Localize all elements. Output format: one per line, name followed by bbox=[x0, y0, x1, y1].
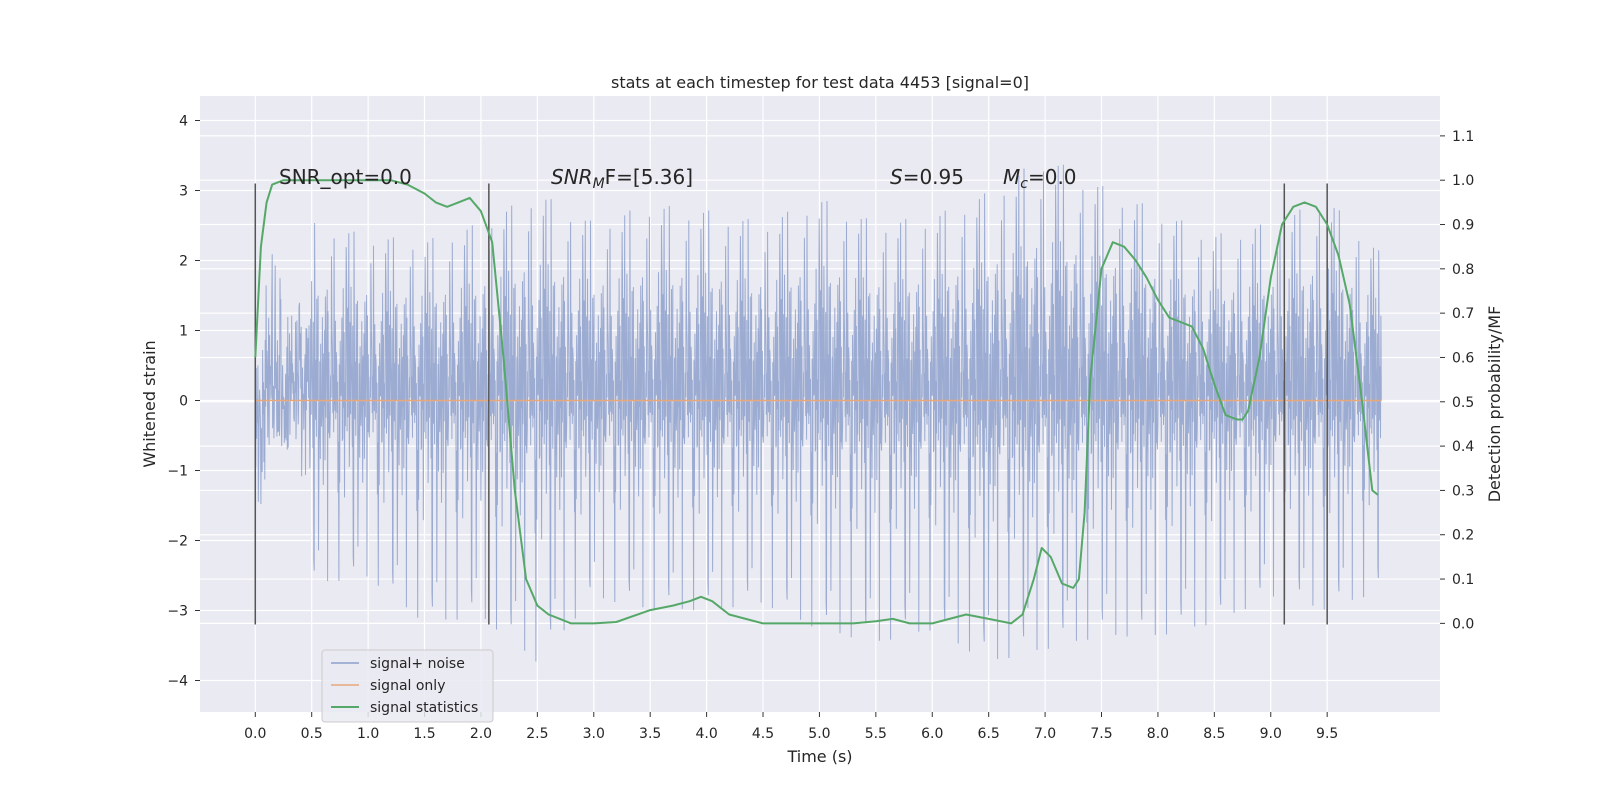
legend-label-signal-only: signal only bbox=[370, 678, 445, 694]
right-y-tick-label: 1.0 bbox=[1452, 173, 1474, 189]
right-y-tick-label: 0.9 bbox=[1452, 218, 1474, 234]
x-tick-label: 5.5 bbox=[865, 726, 887, 742]
right-y-tick-label: 0.8 bbox=[1452, 262, 1474, 278]
x-tick-label: 9.0 bbox=[1260, 726, 1282, 742]
right-y-tick-label: 0.0 bbox=[1452, 616, 1474, 632]
x-tick-label: 5.0 bbox=[808, 726, 830, 742]
legend: signal+ noise signal only signal statist… bbox=[321, 649, 494, 723]
y-tick-label: −3 bbox=[167, 604, 188, 620]
x-tick-label: 9.5 bbox=[1316, 726, 1338, 742]
y-tick-label: 3 bbox=[179, 184, 188, 200]
x-axis-label: Time (s) bbox=[786, 747, 852, 766]
x-tick-label: 1.0 bbox=[357, 726, 379, 742]
x-axis-ticks: 0.0 0.5 1.0 1.5 2.0 2.5 3.0 3.5 4.0 4.5 5.0 5.5 6.0 6… bbox=[244, 712, 1338, 742]
right-y-tick-label: 0.5 bbox=[1452, 395, 1474, 411]
x-tick-label: 2.0 bbox=[470, 726, 492, 742]
y-axis-ticks: 4 3 2 1 0 −1 −2 −3 −4 bbox=[167, 114, 200, 690]
mc-annotation: Mc=0.0 bbox=[1003, 165, 1077, 192]
right-y-tick-label: 0.1 bbox=[1452, 572, 1474, 588]
y-tick-label: 2 bbox=[179, 254, 188, 270]
chart-title: stats at each timestep for test data 445… bbox=[611, 73, 1029, 92]
vertical-markers bbox=[254, 183, 1328, 625]
right-y-axis-label: Detection probability/MF bbox=[1485, 306, 1504, 503]
s-annotation: S=0.95 bbox=[890, 165, 964, 189]
y-tick-label: −1 bbox=[167, 464, 188, 480]
y-tick-label: −2 bbox=[167, 534, 188, 550]
x-tick-label: 0.5 bbox=[301, 726, 323, 742]
signal-statistics-line bbox=[254, 179, 1379, 625]
right-y-tick-label: 0.4 bbox=[1452, 439, 1474, 455]
legend-box bbox=[321, 649, 494, 723]
x-tick-label: 6.0 bbox=[921, 726, 943, 742]
x-tick-label: 8.5 bbox=[1203, 726, 1225, 742]
x-tick-label: 4.0 bbox=[695, 726, 717, 742]
x-tick-label: 7.5 bbox=[1090, 726, 1112, 742]
signal-statistics-series bbox=[254, 179, 1379, 625]
x-tick-label: 4.5 bbox=[752, 726, 774, 742]
snr-opt-annotation: SNR_opt=0.0 bbox=[279, 165, 412, 189]
right-y-tick-label: 0.7 bbox=[1452, 306, 1474, 322]
right-y-tick-label: 1.1 bbox=[1452, 129, 1474, 145]
right-y-axis-ticks: 1.1 1.0 0.9 0.8 0.7 0.6 0.5 0.4 0.3 0.2 0.1 0.0 bbox=[1440, 129, 1474, 632]
x-tick-label: 7.0 bbox=[1034, 726, 1056, 742]
x-tick-label: 8.0 bbox=[1147, 726, 1169, 742]
right-y-tick-label: 0.6 bbox=[1452, 350, 1474, 366]
y-tick-label: −4 bbox=[167, 674, 188, 690]
x-tick-label: 1.5 bbox=[413, 726, 435, 742]
y-axis-label: Whitened strain bbox=[140, 340, 159, 467]
x-tick-label: 0.0 bbox=[244, 726, 266, 742]
y-tick-label: 1 bbox=[179, 324, 188, 340]
signal-noise-series bbox=[254, 164, 1382, 662]
right-y-tick-label: 0.2 bbox=[1452, 528, 1474, 544]
x-tick-label: 3.0 bbox=[583, 726, 605, 742]
right-y-tick-label: 0.3 bbox=[1452, 483, 1474, 499]
x-tick-label: 2.5 bbox=[526, 726, 548, 742]
signal-noise-line bbox=[254, 164, 1382, 662]
y-tick-label: 4 bbox=[179, 114, 188, 130]
legend-label-signal-noise: signal+ noise bbox=[370, 656, 465, 672]
x-tick-label: 6.5 bbox=[978, 726, 1000, 742]
snr-mf-annotation: SNRMF=[5.36] bbox=[551, 165, 693, 192]
y-tick-label: 0 bbox=[179, 394, 188, 410]
x-tick-label: 3.5 bbox=[639, 726, 661, 742]
legend-label-signal-statistics: signal statistics bbox=[370, 700, 478, 716]
